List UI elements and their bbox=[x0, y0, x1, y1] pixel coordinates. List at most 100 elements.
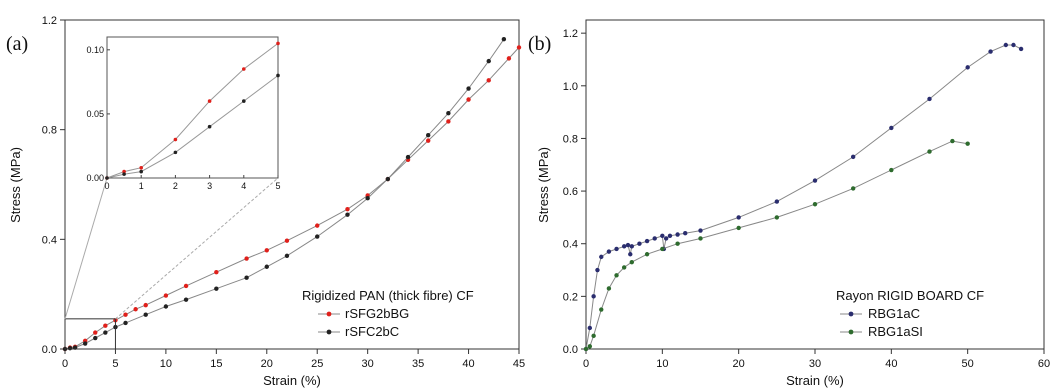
panel-a-series-1-point bbox=[426, 138, 431, 143]
panel-b-x-tick-label: 40 bbox=[885, 358, 897, 370]
panel-b-series-1-point bbox=[637, 241, 642, 246]
panel-a-series-2-point bbox=[143, 312, 148, 317]
panel-a-inset-series-1-point bbox=[122, 169, 126, 174]
panel-a-series-2-point bbox=[103, 330, 108, 335]
panel-a-ticks: 0 5 10 15 20 25 30 35 40 450.00.40.81.2 bbox=[42, 15, 525, 370]
panel-b-series-2-point bbox=[629, 259, 634, 265]
panel-a-x-tick-label: 5 bbox=[112, 358, 118, 370]
panel-a-inset-series-2-point bbox=[173, 150, 178, 155]
panel-b-series-1-point bbox=[1011, 42, 1016, 48]
panel-a-series-2-point bbox=[82, 341, 88, 346]
panel-b-series-2-line bbox=[585, 140, 968, 350]
panel-a-y-axis-title: Stress (MPa) bbox=[8, 147, 23, 223]
panel-a-series-2-point bbox=[163, 304, 169, 309]
panel-a-series-1-point bbox=[446, 119, 451, 124]
panel-b-series-1-point bbox=[736, 215, 741, 220]
panel-a-series-1-point bbox=[214, 270, 219, 275]
panel-a-label: (a) bbox=[6, 33, 28, 55]
panel-a-series-1-point bbox=[183, 283, 189, 289]
panel-a-series-2-point bbox=[446, 111, 451, 116]
panel-b-series-2-point bbox=[950, 138, 955, 144]
panel-a-series-2-point bbox=[67, 345, 73, 351]
panel-a-inset-series-2-point bbox=[105, 176, 109, 180]
panel-b-series-1-point bbox=[587, 325, 593, 331]
panel-b-series-2-point bbox=[675, 241, 680, 246]
panel-a-inset-y-tick-label: 0.10 bbox=[86, 45, 104, 55]
panel-a-y-tick-label: 0.0 bbox=[42, 344, 57, 356]
panel-b-series-2-point bbox=[774, 215, 780, 220]
panel-b-series-2-point bbox=[660, 246, 665, 252]
panel-a-inset-series-1-point bbox=[173, 137, 178, 142]
panel-a-inset-series-1-point bbox=[242, 67, 246, 71]
panel-a-series-1-point bbox=[244, 256, 249, 261]
panel-b-x-tick-label: 0 bbox=[583, 358, 589, 370]
panel-a-inset-series-1-point bbox=[139, 165, 143, 170]
panel-a-inset-x-tick-label: 5 bbox=[275, 181, 280, 191]
panel-a-inset-y-tick-label: 0.05 bbox=[86, 109, 104, 119]
panel-b-series-1-point bbox=[683, 230, 688, 236]
panel-b-series-1-point bbox=[621, 244, 627, 249]
panel-b-series-2-point bbox=[599, 307, 604, 312]
panel-b-series-1-point bbox=[663, 236, 669, 241]
panel-b-series-1-point bbox=[599, 254, 604, 260]
panel-b-series-2-point bbox=[644, 252, 650, 257]
panel-b-series-1-point bbox=[698, 228, 703, 233]
panel-a-zoom-connector bbox=[64, 177, 108, 319]
panel-a-x-tick-label: 15 bbox=[210, 358, 222, 370]
panel-b-series-1-point bbox=[988, 49, 993, 54]
panel-a-inset-series-2-point bbox=[242, 99, 246, 103]
panel-b-series-2-point bbox=[850, 186, 856, 191]
panel-a-series-2-point bbox=[426, 132, 431, 138]
panel-a-series-2-point bbox=[123, 320, 128, 326]
panel-b-series-1-point bbox=[889, 125, 894, 131]
panel-b-series bbox=[583, 42, 1024, 352]
panel-a-y-tick-label: 0.8 bbox=[42, 125, 57, 137]
panel-a-series-2-point bbox=[501, 36, 507, 42]
panel-b-y-tick-label: 0.4 bbox=[563, 239, 578, 251]
panel-b-y-axis-title: Stress (MPa) bbox=[536, 147, 551, 223]
panel-a-series-2-point bbox=[365, 196, 370, 201]
panel-b-legend-item-1: RBG1aC bbox=[868, 306, 920, 321]
panel-a-series-1-point bbox=[486, 78, 491, 83]
panel-b-series-1-point bbox=[591, 294, 596, 299]
panel-b-series-2-point bbox=[927, 149, 932, 154]
panel-b-series-1-point bbox=[614, 246, 619, 252]
panel-b-series-1-point bbox=[1018, 46, 1024, 52]
panel-a-series-2-point bbox=[93, 335, 98, 341]
panel-a-zoom-box bbox=[64, 318, 116, 350]
panel-a-series-2-point bbox=[405, 154, 411, 160]
panel-a-inset: 0 1 2 3 4 5 0.00 0.05 0.10 bbox=[86, 36, 281, 191]
panel-b-label: (b) bbox=[528, 33, 551, 55]
panel-a-series-1-point bbox=[516, 45, 522, 50]
panel-b-legend-swatch-marker bbox=[848, 329, 854, 335]
panel-a-x-tick-label: 0 bbox=[62, 358, 68, 370]
panel-a-series-1-point bbox=[345, 206, 350, 212]
panel-b-legend-item-2: RBG1aSI bbox=[868, 324, 923, 339]
panel-b-series-1-point bbox=[625, 242, 631, 248]
panel-a-inset-series-2-point bbox=[207, 124, 212, 129]
panel-b-series-1-point bbox=[812, 178, 818, 183]
panel-a-inset-x-tick-label: 2 bbox=[173, 181, 178, 191]
panel-a-series-1-point bbox=[133, 307, 138, 312]
panel-b: (b) 0 10 20 30 40 50 60 0.0 0.2 0.4 0.6 0.8 1.0 1.2 R… bbox=[528, 19, 1050, 388]
panel-b-x-tick-label: 30 bbox=[809, 358, 821, 370]
panel-a-series-2-point bbox=[214, 286, 219, 291]
panel-b-legend: Rayon RIGID BOARD CF RBG1aC RBG1aSI bbox=[836, 288, 984, 339]
panel-b-series-1-line bbox=[585, 44, 1022, 350]
panel-a-series-1-point bbox=[123, 312, 128, 317]
panel-b-x-tick-label: 20 bbox=[733, 358, 745, 370]
panel-b-series-1-point bbox=[629, 244, 634, 249]
panel-b-series-1-point bbox=[850, 154, 856, 160]
panel-b-series-2-point bbox=[965, 141, 970, 146]
panel-a-x-tick-label: 10 bbox=[160, 358, 172, 370]
panel-a-legend-item-2: rSFC2bC bbox=[345, 324, 399, 339]
panel-a-series-1-point bbox=[143, 302, 148, 308]
panel-a-x-tick-label: 20 bbox=[261, 358, 273, 370]
panel-b-series-2-point bbox=[591, 333, 596, 339]
panel-a-legend: Rigidized PAN (thick fibre) CF rSFG2bBG rS… bbox=[302, 288, 474, 339]
panel-a-plot-frame bbox=[64, 19, 520, 350]
panel-a-series-2-point bbox=[315, 234, 320, 239]
panel-a-series-1-point bbox=[284, 238, 290, 243]
